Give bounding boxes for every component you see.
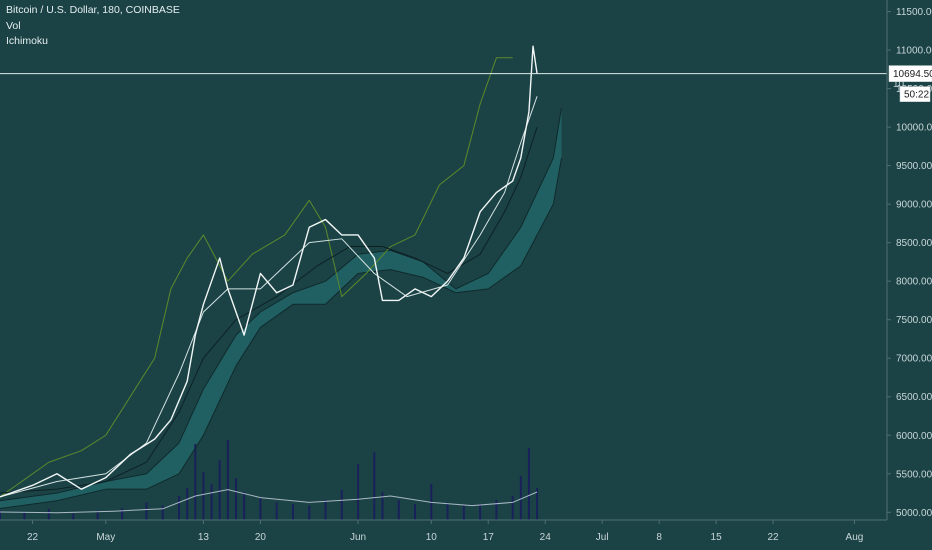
y-tick-label: 11500.00	[896, 7, 932, 18]
volume-bar	[161, 505, 164, 520]
bar-countdown-badge	[899, 86, 931, 102]
volume-bar	[226, 440, 229, 520]
volume-bar	[210, 484, 213, 520]
span_a-line	[0, 107, 562, 502]
volume-indicator-label[interactable]: Vol	[6, 19, 21, 32]
x-tick-label: 22	[768, 532, 780, 543]
volume-bar	[414, 504, 417, 520]
volume-bar	[72, 513, 75, 520]
y-tick-label: 8000.00	[896, 277, 932, 288]
span_b-line	[0, 157, 562, 509]
y-tick-label: 10000.00	[896, 123, 932, 134]
volume-bar	[121, 508, 124, 520]
x-tick-label: Jul	[596, 532, 609, 543]
volume-bar	[462, 505, 465, 520]
volume-bar	[373, 452, 376, 520]
x-tick-label: 15	[711, 532, 723, 543]
volume-bar	[23, 512, 26, 520]
volume-bar	[96, 510, 99, 520]
y-tick-label: 9000.00	[896, 200, 932, 211]
volume-bar	[381, 492, 384, 520]
volume-bar	[186, 488, 189, 520]
y-tick-label: 5000.00	[896, 508, 932, 519]
x-tick-label: 24	[540, 532, 552, 543]
y-tick-label: 7500.00	[896, 315, 932, 326]
volume-bar	[308, 505, 311, 520]
volume-bar	[340, 489, 343, 520]
x-tick-label: 8	[656, 532, 662, 543]
volume-bar	[202, 472, 205, 520]
x-tick-label: Jun	[350, 532, 366, 543]
price-line	[0, 45, 538, 498]
kijun-line	[0, 126, 538, 494]
volume-bar	[446, 502, 449, 520]
volume-bar	[479, 504, 482, 520]
volume-bar	[178, 496, 181, 520]
x-tick-label: May	[96, 532, 115, 543]
volume-bar	[194, 444, 197, 520]
volume-bar	[47, 508, 50, 520]
x-tick-label: 20	[255, 532, 267, 543]
volume-bar	[243, 492, 246, 520]
y-tick-label-partial: 10	[893, 79, 905, 90]
x-tick-label: 17	[483, 532, 495, 543]
volume-bar	[259, 497, 262, 520]
volume-bar	[511, 496, 514, 520]
y-tick-label: 11000.00	[896, 46, 932, 57]
lagging-line	[0, 57, 513, 498]
x-tick-label: 13	[198, 532, 210, 543]
x-tick-label: Aug	[846, 532, 864, 543]
y-tick-label: 9500.00	[896, 161, 932, 172]
last-price-badge	[888, 65, 932, 82]
volume-bar	[519, 476, 522, 520]
y-tick-label: 5500.00	[896, 469, 932, 480]
chart-legend: Bitcoin / U.S. Dollar, 180, COINBASE Vol…	[6, 3, 180, 50]
y-tick-label: 6000.00	[896, 431, 932, 442]
volume-bar	[527, 448, 530, 520]
volume-bar	[0, 510, 1, 520]
bar-countdown-value: 50:22	[904, 90, 929, 101]
y-tick-label: 8500.00	[896, 238, 932, 249]
volume-bar	[324, 500, 327, 520]
volume-bar	[234, 478, 237, 520]
symbol-title[interactable]: Bitcoin / U.S. Dollar, 180, COINBASE	[6, 4, 180, 16]
x-tick-label: 10	[426, 532, 438, 543]
volume-ma-line	[0, 489, 538, 514]
volume-bar	[397, 500, 400, 520]
x-tick-label: 22	[27, 532, 39, 543]
ichimoku-indicator-label[interactable]: Ichimoku	[6, 35, 49, 47]
y-tick-label: 6500.00	[896, 392, 932, 403]
volume-bar	[536, 488, 539, 520]
last-price-value: 10694.50	[893, 69, 932, 80]
volume-bar	[275, 502, 278, 520]
volume-bar	[357, 464, 360, 520]
ichimoku-cloud	[0, 107, 562, 509]
volume-bar	[218, 460, 221, 520]
volume-bar	[145, 502, 148, 520]
y-tick-label: 7000.00	[896, 354, 932, 365]
volume-bar	[495, 500, 498, 520]
volume-bar	[291, 504, 294, 520]
